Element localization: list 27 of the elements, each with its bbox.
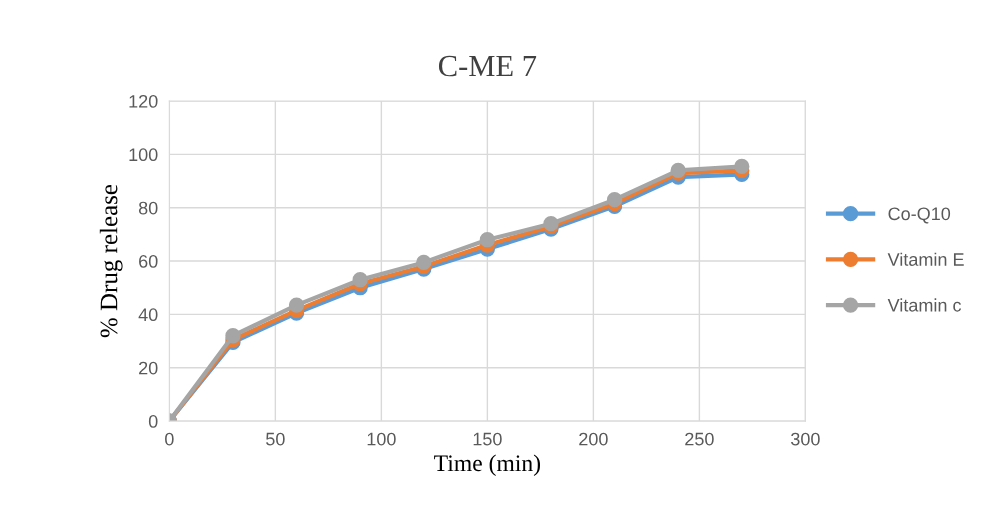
x-tick-label: 50 (266, 432, 285, 446)
legend-label: Vitamin c (887, 298, 962, 312)
point (734, 158, 750, 175)
chart-title: C-ME 7 (438, 55, 537, 77)
y-tick-label: 40 (138, 308, 158, 322)
point (225, 328, 241, 344)
legend-label: Co-Q10 (888, 207, 951, 224)
x-tick-label: 0 (165, 432, 174, 446)
y-tick-label: 80 (138, 201, 158, 215)
y-tick-label: 100 (129, 148, 158, 162)
y-tick-label: 20 (139, 361, 158, 375)
point (352, 272, 368, 288)
x-tick-label: 100 (367, 432, 396, 446)
point (606, 192, 623, 208)
point (416, 254, 432, 271)
y-axis-title: % Drug release (99, 184, 123, 338)
point (288, 297, 305, 313)
y-tick-label: 0 (148, 415, 158, 428)
x-tick-label: 150 (473, 432, 502, 446)
point (479, 232, 496, 248)
x-tick-label: 300 (791, 432, 820, 446)
x-axis-title: Time (min) (434, 454, 541, 476)
x-tick-label: 250 (685, 432, 714, 446)
y-tick-label: 60 (139, 255, 158, 268)
legend-label: Vitamin E (887, 252, 964, 266)
y-tick-label: 120 (129, 94, 158, 108)
x-tick-label: 200 (579, 432, 608, 446)
